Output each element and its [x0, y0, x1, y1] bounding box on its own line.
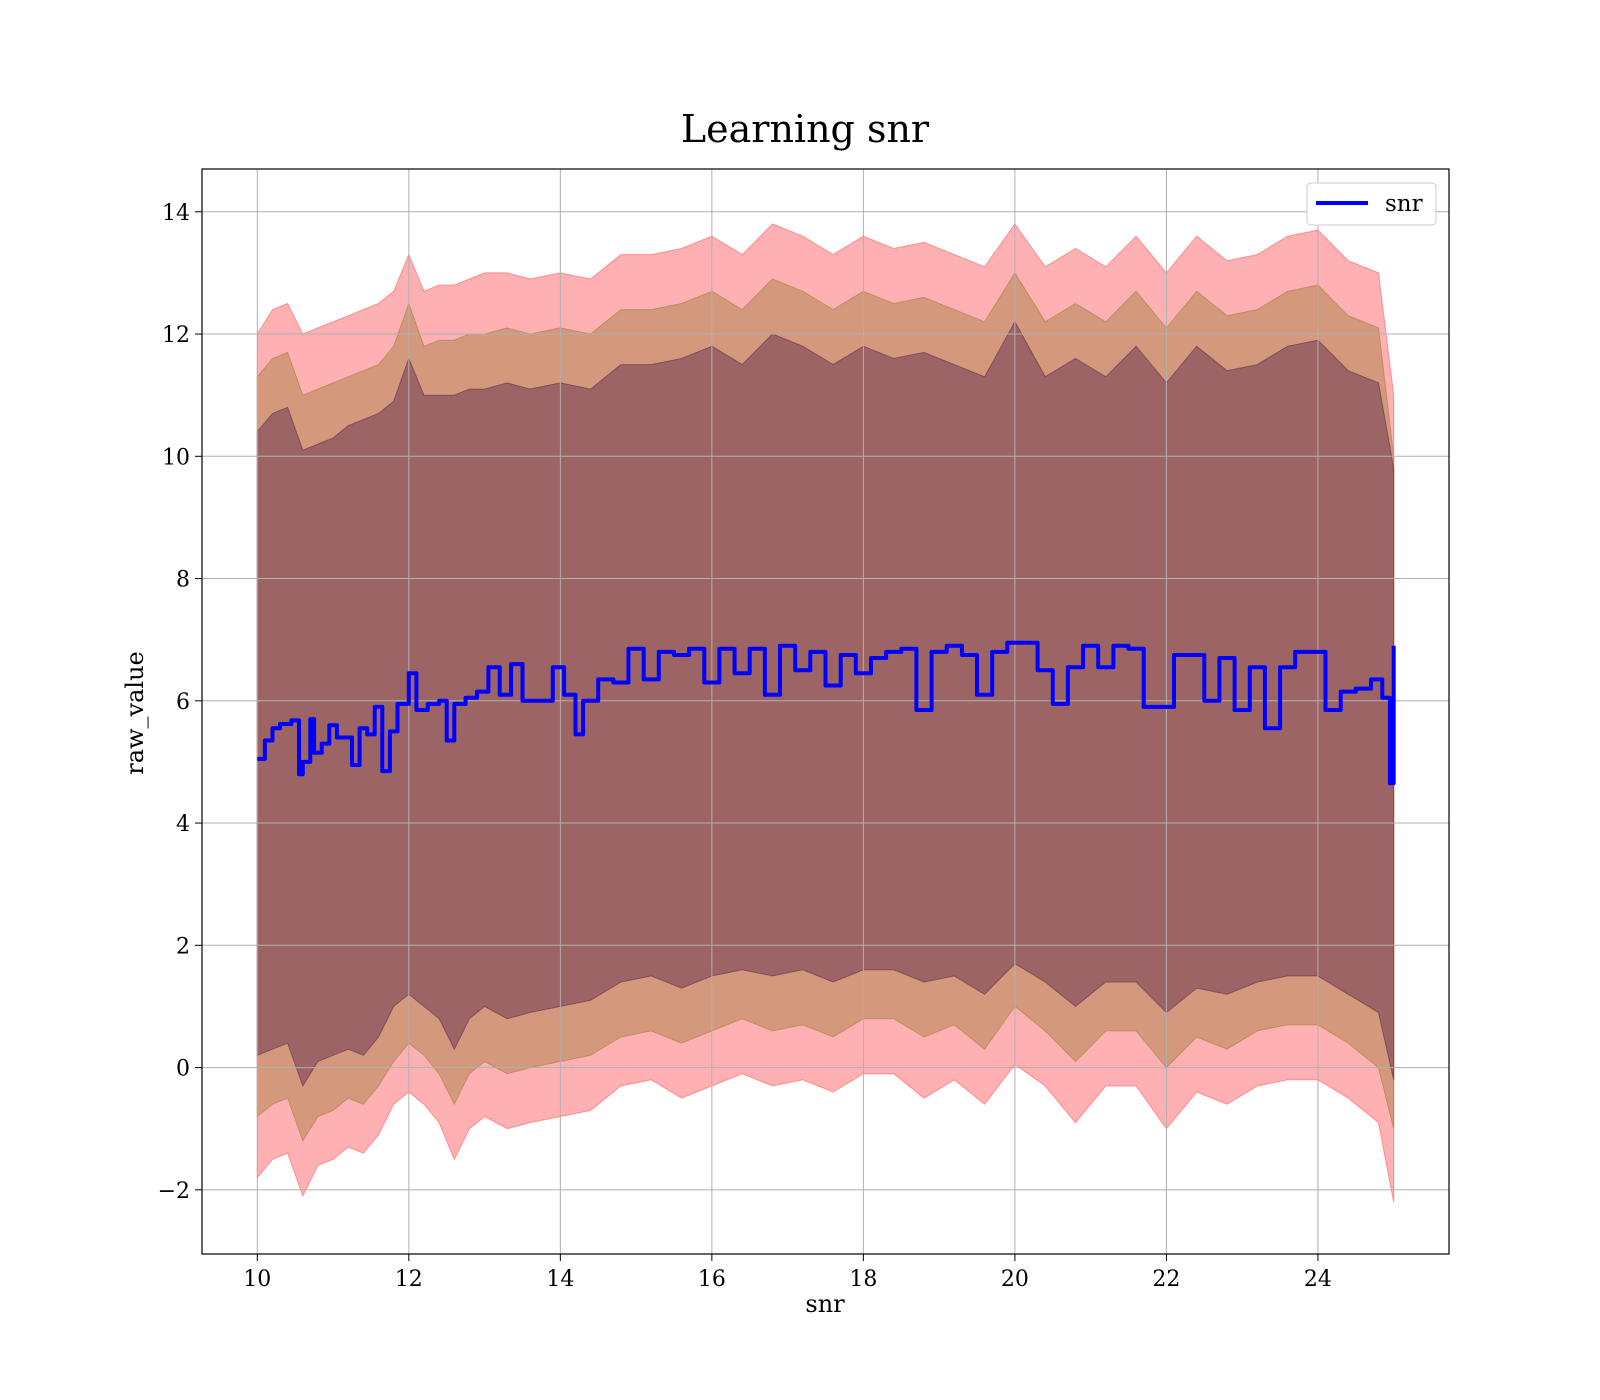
y-tick-label-7: 12: [162, 323, 190, 348]
y-tick-label-8: 14: [162, 201, 190, 226]
legend: snr: [1306, 182, 1437, 226]
y-tick-label-6: 10: [162, 445, 190, 470]
x-ticks: 10 12 14 16 18 20 22 24: [243, 1254, 1332, 1292]
x-tick-label-6: 22: [1152, 1267, 1180, 1292]
x-tick-label-4: 18: [849, 1267, 877, 1292]
x-tick-label-1: 12: [395, 1267, 423, 1292]
band-2: [256, 320, 1395, 1088]
y-axis-label: raw_value: [121, 651, 149, 775]
y-tick-label-1: 0: [176, 1057, 190, 1082]
series-line-snr: [257, 640, 1396, 786]
legend-label-snr: snr: [1385, 191, 1423, 217]
x-tick-label-7: 24: [1304, 1267, 1332, 1292]
y-tick-label-0: −2: [158, 1179, 190, 1204]
x-axis-label: snr: [805, 1290, 845, 1318]
y-tick-label-4: 6: [176, 690, 190, 715]
x-tick-label-3: 16: [698, 1267, 726, 1292]
bands-layer: [256, 223, 1395, 1203]
grid-layer: [202, 169, 1449, 1254]
y-tick-label-5: 8: [176, 568, 190, 593]
legend-box: [1306, 182, 1437, 226]
y-tick-label-3: 4: [176, 812, 190, 837]
y-tick-label-2: 2: [176, 934, 190, 959]
x-tick-label-5: 20: [1001, 1267, 1029, 1292]
x-tick-label-0: 10: [243, 1267, 271, 1292]
chart-title: Learning snr: [681, 107, 930, 151]
y-ticks: −2 0 2 4 6 8 10 12 14: [158, 201, 202, 1204]
series-layer: [257, 640, 1396, 786]
x-tick-label-2: 14: [546, 1267, 574, 1292]
plot-frame: [201, 168, 1450, 1255]
